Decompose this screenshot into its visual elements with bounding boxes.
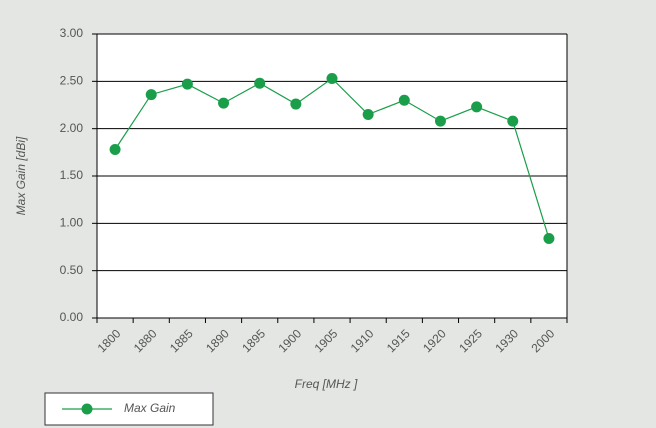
y-tick-label: 2.50	[60, 74, 84, 88]
legend-label: Max Gain	[124, 401, 176, 415]
data-point	[471, 101, 483, 113]
data-point	[543, 232, 555, 244]
y-tick-label: 0.00	[60, 310, 84, 324]
data-point	[218, 97, 230, 109]
data-point	[254, 77, 266, 89]
data-point	[290, 98, 302, 110]
data-point	[398, 94, 410, 106]
y-tick-label: 0.50	[60, 263, 84, 277]
y-tick-label: 1.50	[60, 168, 84, 182]
y-axis-label: Max Gain [dBi]	[14, 136, 28, 215]
y-tick-label: 2.00	[60, 121, 84, 135]
y-tick-label: 1.00	[60, 216, 84, 230]
data-point	[507, 115, 519, 127]
data-point	[434, 115, 446, 127]
legend-marker	[81, 403, 93, 415]
data-point	[326, 72, 338, 84]
data-point	[362, 108, 374, 120]
x-axis-label: Freq [MHz ]	[295, 377, 358, 391]
data-point	[181, 78, 193, 90]
data-point	[109, 143, 121, 155]
y-tick-label: 3.00	[60, 26, 84, 40]
data-point	[145, 89, 157, 101]
